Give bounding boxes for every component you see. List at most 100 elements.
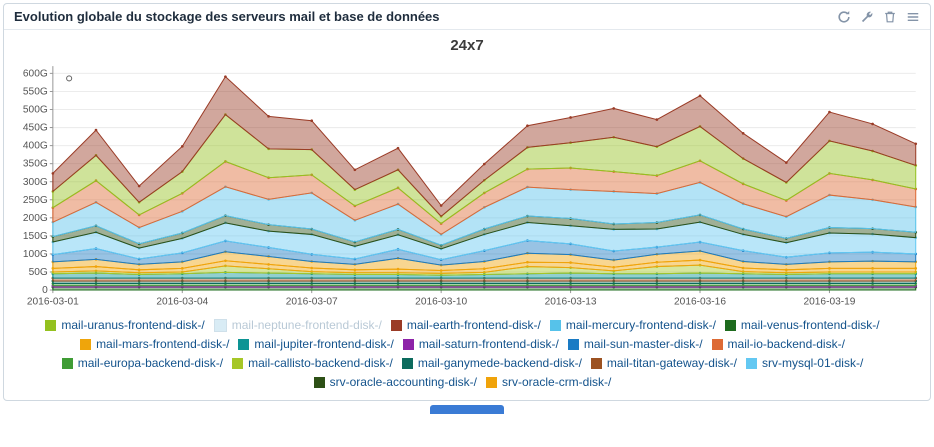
legend-swatch — [711, 338, 723, 350]
data-point-marker — [353, 168, 357, 172]
y-tick-label: 500G — [23, 105, 48, 116]
data-point-marker — [655, 118, 659, 121]
y-tick-label: 250G — [23, 195, 48, 206]
legend-label: mail-titan-gateway-disk-/ — [606, 356, 737, 371]
legend-item[interactable]: mail-saturn-frontend-disk-/ — [402, 337, 559, 352]
legend-swatch — [567, 338, 579, 350]
y-tick-label: 100G — [23, 249, 48, 260]
data-point-marker — [741, 132, 745, 135]
data-point-marker — [51, 172, 55, 175]
legend-swatch — [549, 319, 561, 331]
x-tick-label: 2016-03-07 — [286, 296, 338, 307]
legend-swatch — [238, 338, 250, 350]
y-tick-label: 150G — [23, 231, 48, 242]
legend-label: mail-sun-master-disk-/ — [583, 337, 703, 352]
widget-body: 24x7 0 50G 100G 150G 200G 250G 300G 350G 400G 450… — [4, 37, 930, 400]
x-tick-label: 2016-03-13 — [545, 296, 597, 307]
legend-label: srv-oracle-accounting-disk-/ — [329, 375, 478, 390]
legend-item[interactable]: srv-mysql-01-disk-/ — [745, 356, 864, 371]
refresh-icon[interactable] — [837, 10, 851, 24]
legend-label: mail-callisto-backend-disk-/ — [248, 356, 393, 371]
data-point-marker — [224, 75, 227, 78]
legend-item[interactable]: mail-earth-frontend-disk-/ — [390, 318, 541, 333]
legend-label: srv-mysql-01-disk-/ — [761, 356, 864, 371]
widget-header: Evolution globale du stockage des serveu… — [4, 4, 930, 30]
legend-swatch — [402, 338, 414, 350]
y-tick-label: 50G — [29, 267, 48, 278]
legend-item[interactable]: mail-uranus-frontend-disk-/ — [45, 318, 205, 333]
legend-swatch — [45, 319, 57, 331]
data-point-marker — [828, 110, 831, 114]
y-tick-label: 350G — [23, 159, 48, 170]
x-tick-label: 2016-03-16 — [674, 296, 726, 307]
chart-title: 24x7 — [450, 37, 484, 54]
legend-label: mail-saturn-frontend-disk-/ — [418, 337, 559, 352]
stacked-area-chart[interactable]: 0 50G 100G 150G 200G 250G 300G 350G 400G 450G 500G… — [4, 56, 930, 312]
data-point-marker — [310, 119, 314, 123]
legend-item[interactable]: srv-oracle-accounting-disk-/ — [313, 375, 478, 390]
chart-legend: mail-uranus-frontend-disk-/ mail-neptune-… — [4, 312, 930, 400]
legend-item[interactable]: mail-neptune-frontend-disk-/ — [213, 318, 382, 333]
widget-toolbar — [837, 10, 920, 24]
legend-label: mail-mars-frontend-disk-/ — [96, 337, 230, 352]
legend-swatch — [724, 319, 736, 331]
legend-item[interactable]: srv-oracle-crm-disk-/ — [486, 375, 611, 389]
partial-button-below-fold[interactable] — [430, 405, 504, 415]
legend-swatch — [590, 357, 602, 369]
legend-item[interactable]: mail-venus-frontend-disk-/ — [724, 318, 880, 333]
legend-label: srv-oracle-crm-disk-/ — [502, 375, 612, 390]
legend-swatch — [213, 318, 227, 332]
y-tick-label: 300G — [23, 177, 48, 188]
legend-swatch — [390, 319, 402, 331]
legend-item[interactable]: mail-mercury-frontend-disk-/ — [549, 318, 716, 333]
legend-label: mail-io-backend-disk-/ — [727, 337, 845, 352]
legend-label: mail-ganymede-backend-disk-/ — [417, 356, 582, 371]
legend-label: mail-europa-backend-disk-/ — [77, 356, 224, 371]
legend-swatch — [61, 357, 73, 369]
legend-swatch — [80, 338, 92, 350]
data-point-marker — [526, 124, 529, 128]
y-tick-label: 550G — [23, 87, 48, 98]
x-tick-label: 2016-03-01 — [27, 296, 79, 307]
legend-label: mail-neptune-frontend-disk-/ — [231, 318, 382, 333]
menu-icon[interactable] — [906, 10, 920, 24]
legend-item[interactable]: mail-titan-gateway-disk-/ — [590, 356, 737, 371]
wrench-icon[interactable] — [860, 10, 874, 24]
legend-item[interactable]: mail-europa-backend-disk-/ — [61, 356, 224, 371]
legend-label: mail-mercury-frontend-disk-/ — [565, 318, 716, 333]
legend-label: mail-earth-frontend-disk-/ — [406, 318, 541, 333]
legend-item[interactable]: mail-mars-frontend-disk-/ — [80, 337, 229, 351]
legend-item[interactable]: mail-sun-master-disk-/ — [567, 337, 703, 352]
data-point-marker — [698, 94, 702, 98]
legend-item[interactable]: mail-ganymede-backend-disk-/ — [401, 356, 582, 371]
dashboard-widget: Evolution globale du stockage des serveu… — [3, 3, 931, 402]
data-point-marker — [482, 162, 486, 166]
legend-swatch — [232, 357, 244, 369]
data-point-marker — [569, 116, 572, 119]
y-tick-label: 400G — [23, 141, 48, 152]
legend-label: mail-jupiter-frontend-disk-/ — [254, 337, 394, 352]
data-point-marker — [871, 122, 874, 126]
legend-swatch — [745, 357, 757, 369]
x-tick-label: 2016-03-19 — [803, 296, 855, 307]
outlier-marker — [66, 75, 73, 82]
widget-title: Evolution globale du stockage des serveu… — [14, 9, 440, 24]
legend-swatch — [486, 376, 498, 388]
legend-swatch — [313, 376, 325, 388]
legend-label: mail-venus-frontend-disk-/ — [740, 318, 880, 333]
data-point-marker — [612, 107, 616, 110]
legend-item[interactable]: mail-callisto-backend-disk-/ — [232, 356, 393, 370]
legend-item[interactable]: mail-io-backend-disk-/ — [711, 337, 845, 352]
y-tick-label: 600G — [23, 68, 48, 79]
y-tick-label: 200G — [23, 213, 48, 224]
data-point-marker — [914, 142, 918, 146]
page: Evolution globale du stockage des serveu… — [3, 3, 931, 415]
legend-item[interactable]: mail-jupiter-frontend-disk-/ — [238, 337, 394, 352]
legend-swatch — [401, 357, 413, 369]
x-tick-label: 2016-03-04 — [156, 296, 208, 307]
legend-label: mail-uranus-frontend-disk-/ — [61, 318, 205, 333]
y-tick-label: 450G — [23, 123, 48, 134]
delete-icon[interactable] — [883, 10, 897, 24]
data-point-marker — [180, 145, 184, 148]
data-point-marker — [784, 161, 788, 164]
